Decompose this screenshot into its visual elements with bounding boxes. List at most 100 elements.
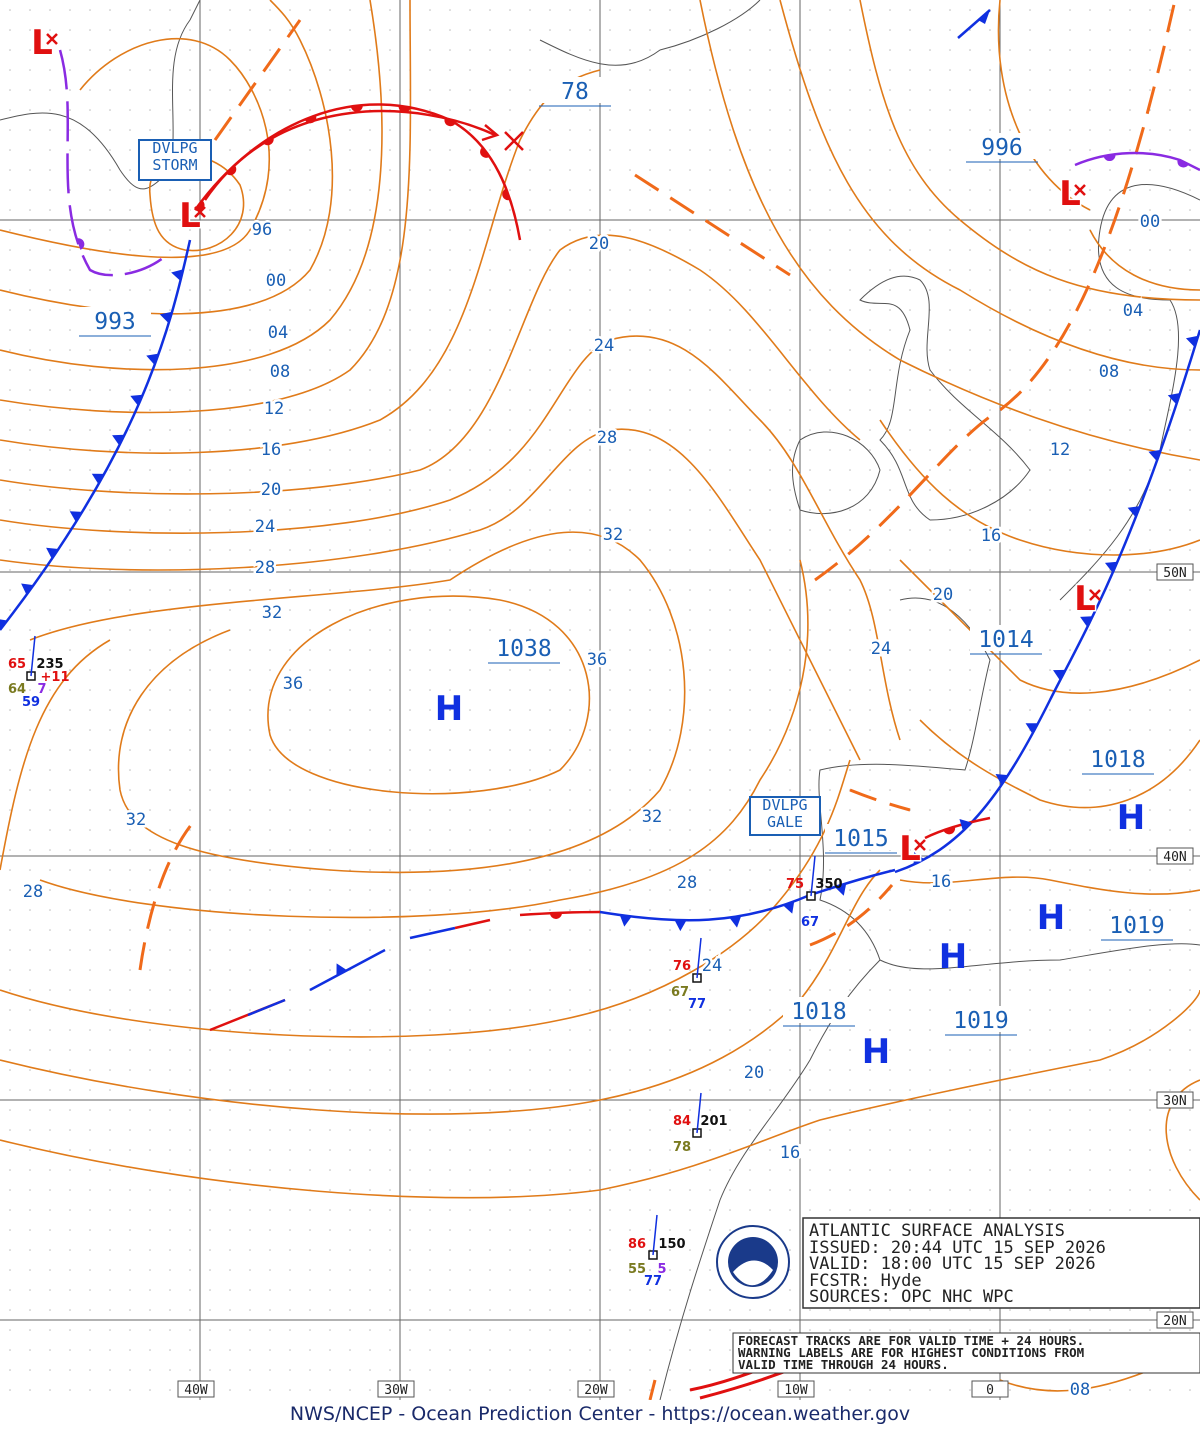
notice-line: WARNING LABELS ARE FOR HIGHEST CONDITION… xyxy=(738,1345,1084,1360)
lon-label-box xyxy=(177,1380,215,1398)
isobar-label: 00 xyxy=(266,271,286,291)
wind-barb xyxy=(696,937,702,979)
front-symbol xyxy=(262,136,274,146)
front-symbol xyxy=(1103,154,1116,162)
notice-line: FORECAST TRACKS ARE FOR VALID TIME + 24 … xyxy=(738,1333,1084,1348)
isobar-label: 28 xyxy=(255,558,275,578)
notice-box: FORECAST TRACKS ARE FOR VALID TIME + 24 … xyxy=(732,1332,1200,1374)
center-pressure: 1019 xyxy=(953,1008,1008,1034)
low-center: L xyxy=(899,829,921,869)
front-symbol xyxy=(1167,393,1181,405)
wind-barb xyxy=(30,635,36,677)
station-value: 67 xyxy=(671,985,689,1000)
low-marker xyxy=(194,206,206,218)
isobars xyxy=(0,0,1200,1392)
low-center: L xyxy=(1074,579,1096,619)
station-value: 65 xyxy=(8,657,26,672)
low-center: L xyxy=(1059,174,1081,214)
station-value: 150 xyxy=(658,1237,685,1252)
noaa-logo xyxy=(716,1225,790,1299)
lon-label: 40W xyxy=(184,1383,208,1398)
station-value: 55 xyxy=(628,1262,646,1277)
footer: NWS/NCEP - Ocean Prediction Center - htt… xyxy=(290,1403,910,1425)
isobar-label: 24 xyxy=(255,517,275,537)
lon-label: 10W xyxy=(784,1383,808,1398)
front-symbol xyxy=(171,269,184,281)
isobar-label: 36 xyxy=(283,674,303,694)
low-center: L xyxy=(31,23,53,63)
front-symbol xyxy=(444,117,456,127)
lon-label: 0 xyxy=(986,1383,994,1398)
station-value: 201 xyxy=(700,1114,727,1129)
isobar-label: 24 xyxy=(871,639,891,659)
front-symbol xyxy=(549,912,562,919)
front-symbol xyxy=(21,583,34,595)
front-symbol xyxy=(112,434,125,446)
station-value: 5 xyxy=(657,1262,666,1277)
wind-barb xyxy=(652,1214,658,1256)
front-symbol xyxy=(729,915,742,928)
front-symbol xyxy=(1080,616,1093,628)
lat-label: 40N xyxy=(1163,850,1186,865)
front-symbol xyxy=(336,963,348,976)
info-line: VALID: 18:00 UTC 15 SEP 2026 xyxy=(809,1254,1096,1274)
station-value: +11 xyxy=(41,670,70,685)
front-symbol xyxy=(913,852,925,865)
isobar-label: 20 xyxy=(744,1063,764,1083)
isobar-label: 96 xyxy=(252,220,272,240)
labels: 9600040812162024283236620242832363228242… xyxy=(8,22,1194,1403)
center-pressure: 1018 xyxy=(1090,747,1145,773)
lon-label-box xyxy=(777,1380,815,1398)
notice-line: VALID TIME THROUGH 24 HOURS. xyxy=(738,1357,949,1372)
isobar-label: 20 xyxy=(261,480,281,500)
front-symbol xyxy=(0,619,8,630)
center-label-bg xyxy=(825,824,897,850)
front-symbol xyxy=(480,147,490,158)
high-center: H xyxy=(435,689,463,729)
front-symbol xyxy=(619,914,632,927)
center-pressure: 993 xyxy=(94,309,136,335)
high-center: H xyxy=(1117,798,1145,838)
front-symbol xyxy=(502,188,511,201)
station-value: 77 xyxy=(644,1274,662,1289)
warning-label: DVLPG GALE xyxy=(762,796,807,831)
center-label-bg xyxy=(488,634,560,660)
front-symbol xyxy=(46,547,59,559)
isobar-label: 08 xyxy=(1099,362,1119,382)
front-symbol xyxy=(1148,449,1161,462)
lat-label: 50N xyxy=(1163,566,1186,581)
low-marker xyxy=(1074,184,1086,196)
isobar-label: 24 xyxy=(594,336,614,356)
station-value: 350 xyxy=(815,877,842,892)
isobar-label: 16 xyxy=(931,872,951,892)
isobar-label: 32 xyxy=(126,810,146,830)
station-value: 84 xyxy=(673,1114,691,1129)
isobar-label: 16 xyxy=(261,440,281,460)
lat-label: 20N xyxy=(1163,1314,1186,1329)
high-center: H xyxy=(1037,898,1065,938)
front-symbol xyxy=(1104,561,1118,573)
front-symbol xyxy=(304,115,317,124)
front-symbol xyxy=(350,105,363,112)
low-center: L xyxy=(179,196,201,236)
front-symbol xyxy=(1177,159,1189,168)
high-center: H xyxy=(862,1032,890,1072)
isobar-label: 28 xyxy=(23,882,43,902)
isobar-label: 32 xyxy=(642,807,662,827)
front-symbol xyxy=(943,826,956,835)
front-symbol xyxy=(159,311,173,324)
center-label-bg xyxy=(1101,911,1173,937)
front-symbol xyxy=(76,238,85,250)
lat-label-box xyxy=(1156,563,1194,581)
troughs xyxy=(138,0,1177,1401)
station-value: 86 xyxy=(628,1237,646,1252)
lon-label-box xyxy=(377,1380,415,1398)
grid xyxy=(0,0,1200,1400)
front-symbol xyxy=(674,920,687,932)
isobar-label: 36 xyxy=(587,650,607,670)
lat-label-box xyxy=(1156,1091,1194,1109)
isobar-label: 12 xyxy=(1050,440,1070,460)
front-symbol xyxy=(834,883,847,896)
isobar-label: 04 xyxy=(268,323,288,343)
low-marker xyxy=(1089,589,1101,601)
